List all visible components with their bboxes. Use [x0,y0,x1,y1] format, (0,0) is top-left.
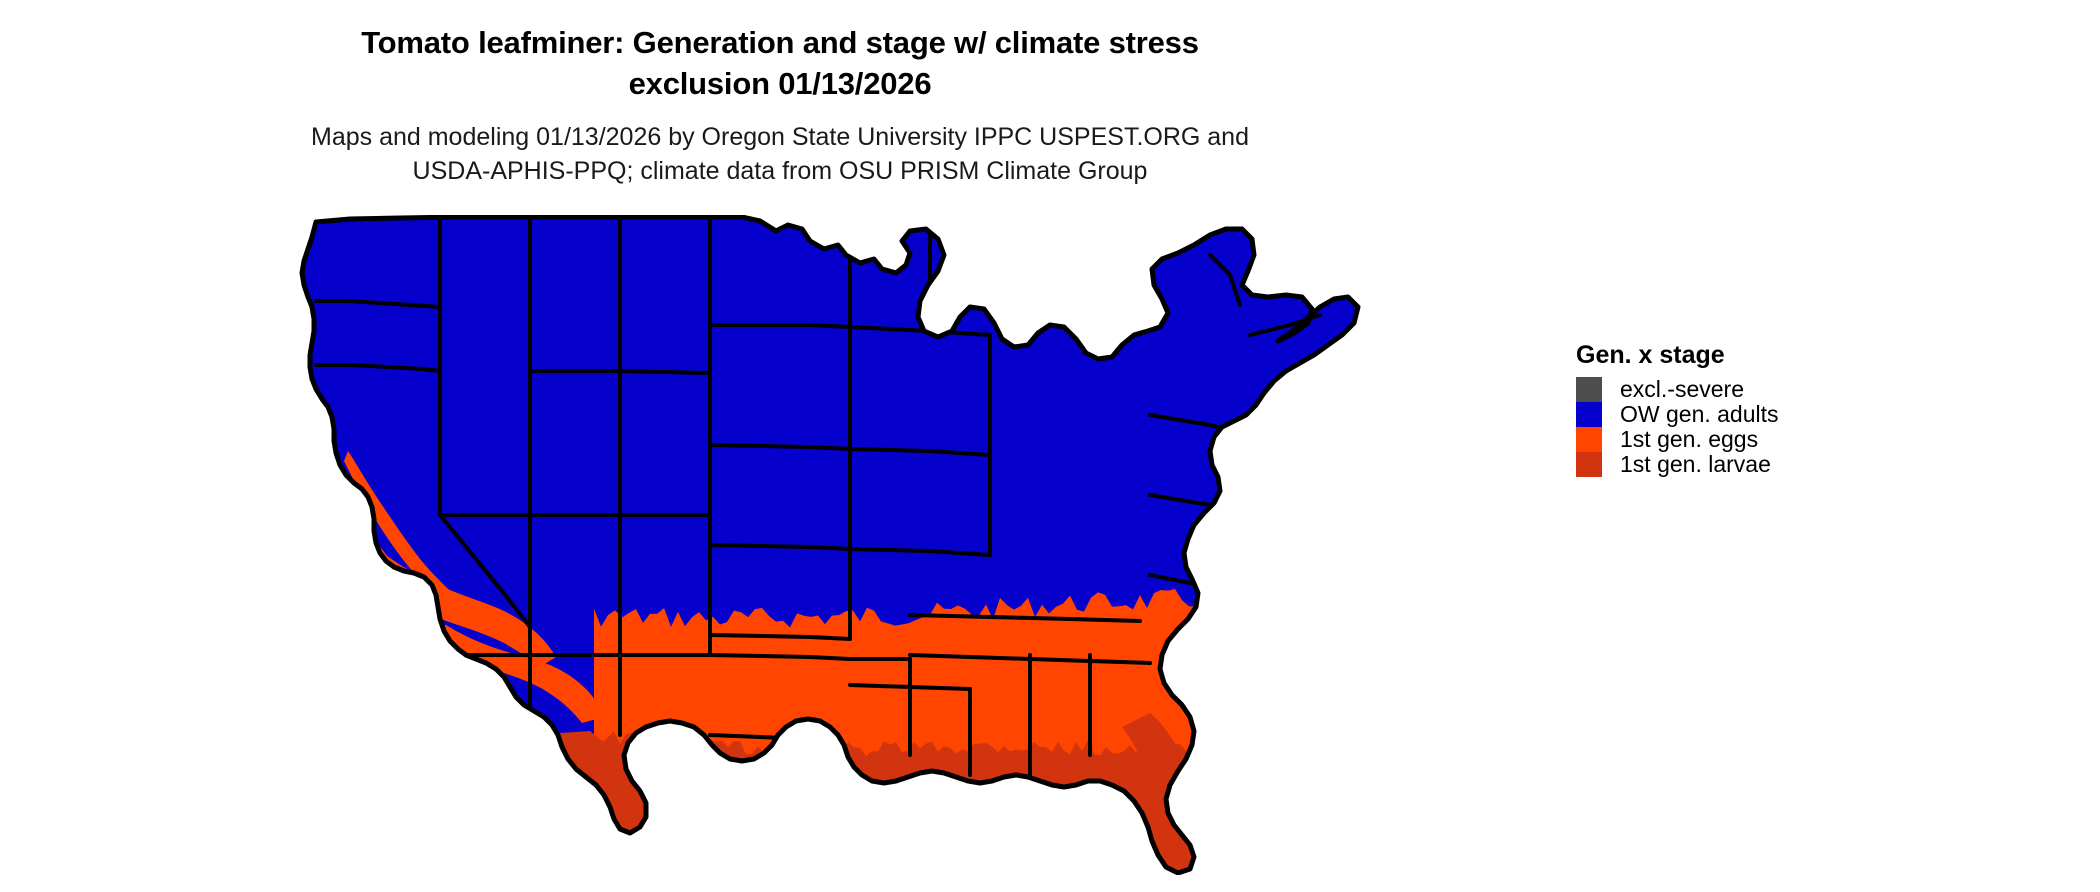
legend-label-excl-severe: excl.-severe [1620,376,1744,402]
state-border-32 [908,653,1152,665]
state-border-17 [708,543,852,551]
legend-title: Gen. x stage [1576,341,1725,369]
legend-row-1st-gen-eggs: 1st gen. eggs [1576,427,1906,452]
state-border-37 [1208,253,1242,307]
country-outline [299,215,1361,875]
region-1st-gen-larvae-peninsular-florida [1122,713,1195,873]
us-choropleth-map [290,215,1580,875]
state-border-4 [438,513,532,629]
state-border-18 [708,633,852,641]
region-1st-gen-eggs-arizona-low-desert [434,625,604,723]
legend-items: excl.-severe OW gen. adults 1st gen. eggs 1… [1576,377,1906,477]
legend-label-1st-gen-eggs: 1st gen. eggs [1620,426,1759,452]
title-line-1: Tomato leafminer: Generation and stage w… [361,25,1199,60]
state-border-15 [708,323,852,329]
page-title: Tomato leafminer: Generation and stage w… [0,22,1560,104]
legend-label-ow-gen-adults: OW gen. adults [1620,401,1779,427]
page-subtitle: Maps and modeling 01/13/2026 by Oregon S… [0,120,1560,188]
legend-swatch-1st-gen-eggs [1576,427,1602,452]
state-border-22 [848,547,992,557]
legend-row-ow-gen-adults: OW gen. adults [1576,402,1906,427]
region-ow-gen-adults [302,217,1358,873]
legend-label-1st-gen-larvae: 1st gen. larvae [1620,451,1771,477]
subtitle-line-2: USDA-APHIS-PPQ; climate data from OSU PR… [412,157,1148,185]
subtitle-line-1: Maps and modeling 01/13/2026 by Oregon S… [311,123,1249,151]
region-1st-gen-larvae-south-texas [530,731,670,869]
state-border-25 [708,653,912,661]
legend-row-1st-gen-larvae: 1st gen. larvae [1576,452,1906,477]
map-legend: Gen. x stage excl.-severe OW gen. adults 1… [1576,340,1906,477]
region-1st-gen-eggs-south [594,587,1336,873]
title-line-2: exclusion 01/13/2026 [628,66,932,101]
us-choropleth-svg [299,215,1361,875]
state-border-33 [908,613,1142,623]
state-border-0 [314,299,442,309]
state-border-1 [314,363,442,373]
legend-swatch-excl-severe [1576,377,1602,402]
legend-swatch-ow-gen-adults [1576,402,1602,427]
state-border-21 [848,447,992,457]
legend-row-excl-severe: excl.-severe [1576,377,1906,402]
state-border-16 [708,443,852,451]
legend-swatch-1st-gen-larvae [1576,452,1602,477]
